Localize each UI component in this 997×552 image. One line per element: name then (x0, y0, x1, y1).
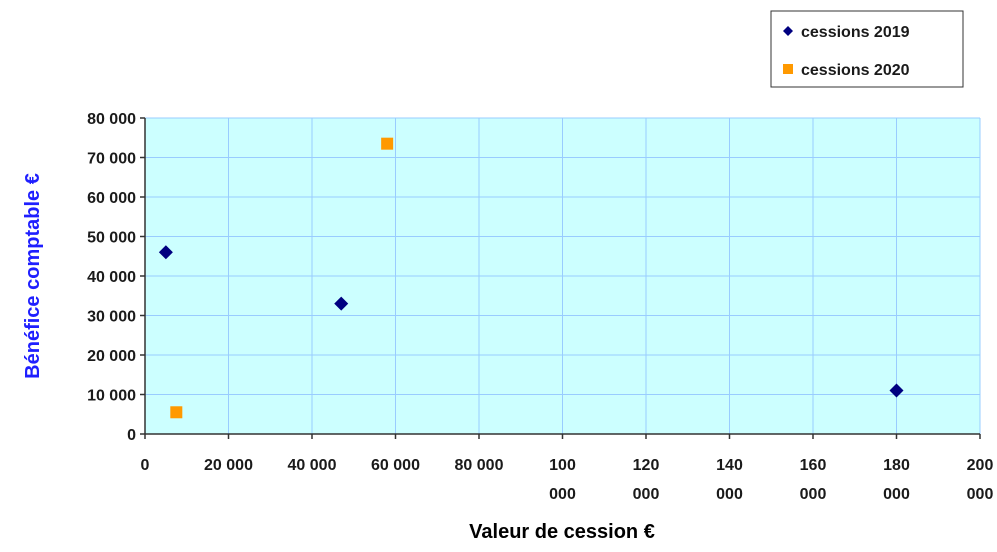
y-tick-label: 0 (127, 427, 136, 444)
y-axis-ticks: 0 10 000 20 000 30 000 40 000 50 000 60 000 70 … (87, 111, 145, 444)
x-tick-label-line: 000 (883, 486, 910, 503)
x-axis-title: Valeur de cession € (469, 521, 655, 543)
x-tick-label-line: 20 000 (204, 457, 253, 474)
data-points (158, 137, 904, 419)
legend: cessions 2019 cessions 2020 (770, 10, 964, 88)
x-tick-label: 120 000 (633, 457, 660, 503)
x-tick-label: 100 000 (549, 457, 576, 503)
x-tick-label: 20 000 (204, 457, 253, 474)
x-tick-label-line: 160 (800, 457, 827, 474)
square-point-series-1 (381, 137, 394, 150)
x-tick-label: 0 (141, 457, 150, 474)
x-tick-label: 180 000 (883, 457, 910, 503)
legend-marker-series-0 (783, 26, 793, 36)
square-point-series-1 (170, 406, 183, 419)
x-tick-label-line: 180 (883, 457, 910, 474)
x-tick-label: 200 000 (967, 457, 994, 503)
y-tick-label: 10 000 (87, 388, 136, 405)
y-tick-label: 20 000 (87, 348, 136, 365)
legend-label: cessions 2019 (801, 24, 910, 41)
y-tick-label: 80 000 (87, 111, 136, 128)
x-tick-label-line: 0 (141, 457, 150, 474)
gridlines (145, 117, 981, 434)
legend-box (770, 10, 964, 88)
x-tick-label-line: 000 (633, 486, 660, 503)
diamond-point-series-0 (889, 383, 904, 398)
x-tick-label-line: 80 000 (455, 457, 504, 474)
x-tick-label-line: 120 (633, 457, 660, 474)
x-tick-label-line: 40 000 (288, 457, 337, 474)
y-axis-title: Bénéfice comptable € (22, 173, 44, 379)
x-tick-label: 160 000 (800, 457, 827, 503)
x-tick-label-line: 140 (716, 457, 743, 474)
y-tick-label: 70 000 (87, 151, 136, 168)
y-tick-label: 40 000 (87, 269, 136, 286)
diamond-point-series-0 (158, 245, 173, 260)
x-tick-label-line: 60 000 (371, 457, 420, 474)
x-tick-label-line: 000 (800, 486, 827, 503)
diamond-point-series-0 (334, 296, 349, 311)
x-tick-label-line: 000 (549, 486, 576, 503)
y-tick-label: 30 000 (87, 309, 136, 326)
x-tick-label: 140 000 (716, 457, 743, 503)
y-tick-label: 60 000 (87, 190, 136, 207)
x-tick-label-line: 200 (967, 457, 994, 474)
y-tick-label: 50 000 (87, 230, 136, 247)
x-tick-label: 40 000 (288, 457, 337, 474)
legend-label: cessions 2020 (801, 62, 910, 79)
x-tick-label-line: 100 (549, 457, 576, 474)
x-tick-label: 60 000 (371, 457, 420, 474)
x-tick-label: 80 000 (455, 457, 504, 474)
x-tick-label-line: 000 (967, 486, 994, 503)
x-tick-label-line: 000 (716, 486, 743, 503)
legend-marker-series-1 (783, 64, 793, 74)
